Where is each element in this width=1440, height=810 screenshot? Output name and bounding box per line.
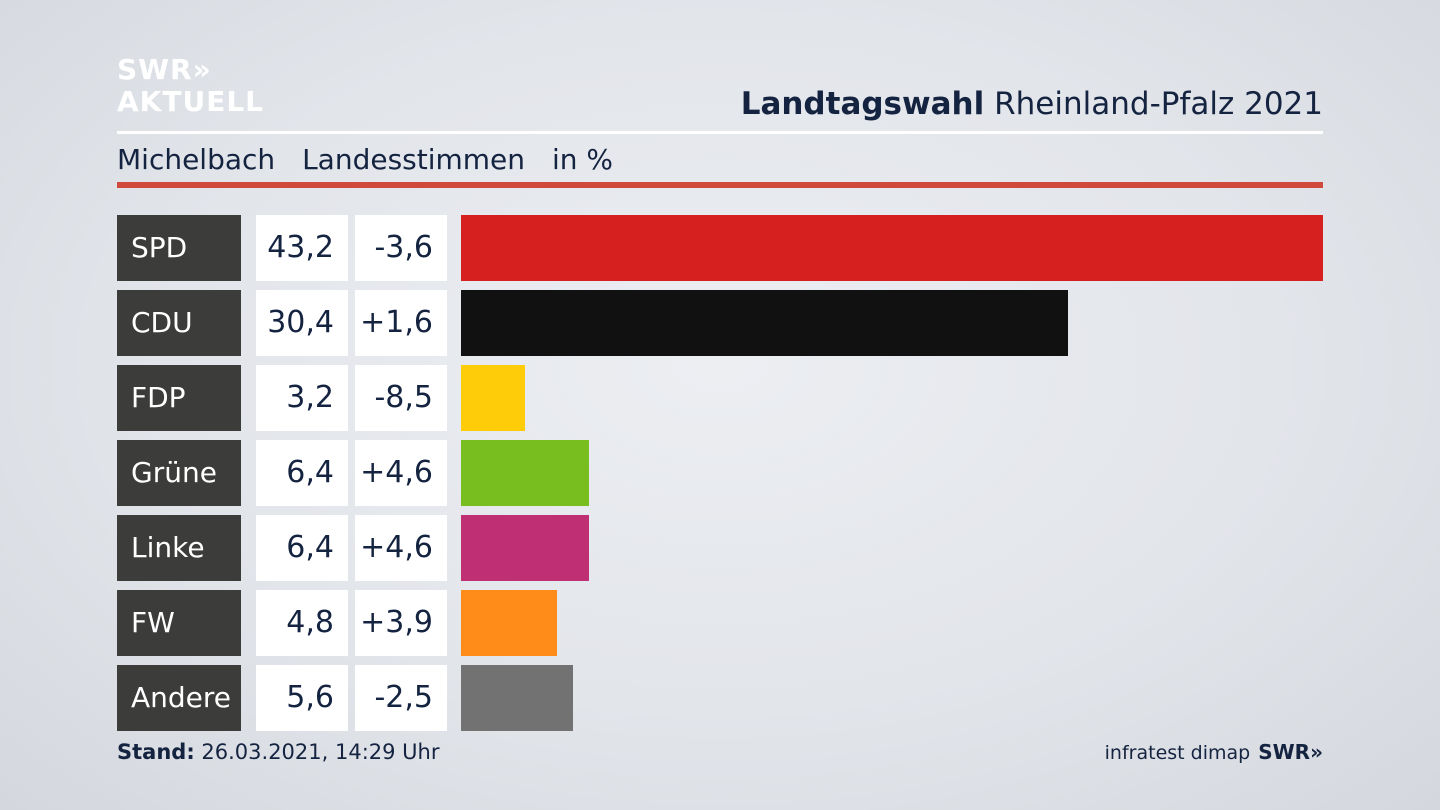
- title-rest: Rheinland-Pfalz 2021: [984, 86, 1323, 122]
- bar: [461, 665, 573, 731]
- bar: [461, 365, 525, 431]
- result-row: Linke 6,4 +4,6: [117, 515, 1323, 581]
- bar: [461, 515, 589, 581]
- change-value: +4,6: [355, 515, 447, 581]
- result-row: Grüne 6,4 +4,6: [117, 440, 1323, 506]
- change-value: +4,6: [355, 440, 447, 506]
- place-label: Michelbach: [117, 143, 276, 176]
- logo-line-1: SWR»: [117, 53, 212, 86]
- change-value: -3,6: [355, 215, 447, 281]
- vote-share-value: 4,8: [256, 590, 348, 656]
- party-label: Andere: [117, 665, 241, 731]
- result-row: CDU 30,4 +1,6: [117, 290, 1323, 356]
- result-row: SPD 43,2 -3,6: [117, 215, 1323, 281]
- vote-share-value: 3,2: [256, 365, 348, 431]
- vote-share-value: 6,4: [256, 515, 348, 581]
- result-row: FW 4,8 +3,9: [117, 590, 1323, 656]
- change-value: +1,6: [355, 290, 447, 356]
- party-label: SPD: [117, 215, 241, 281]
- change-value: -2,5: [355, 665, 447, 731]
- source-label: infratest dimap: [1104, 742, 1251, 764]
- change-value: -8,5: [355, 365, 447, 431]
- party-label: FW: [117, 590, 241, 656]
- vote-share-value: 5,6: [256, 665, 348, 731]
- bar: [461, 440, 589, 506]
- bar: [461, 215, 1323, 281]
- logo-line-2: AKTUELL: [117, 85, 265, 118]
- title-bold: Landtagswahl: [740, 86, 985, 122]
- stand-label: Stand:: [117, 740, 195, 764]
- unit-label: in %: [551, 143, 613, 176]
- bar: [461, 590, 557, 656]
- change-value: +3,9: [355, 590, 447, 656]
- vote-share-value: 6,4: [256, 440, 348, 506]
- vote-share-value: 30,4: [256, 290, 348, 356]
- swr-aktuell-logo: SWR» AKTUELL: [117, 54, 277, 120]
- party-label: FDP: [117, 365, 241, 431]
- chart-subtitle: Michelbach Landesstimmen in %: [117, 143, 631, 176]
- result-row: Andere 5,6 -2,5: [117, 665, 1323, 731]
- subtitle-divider: [117, 182, 1323, 188]
- swr-brand-logo: SWR»: [1258, 740, 1323, 764]
- bar: [461, 290, 1068, 356]
- source-credit: infratest dimap SWR»: [1105, 740, 1323, 764]
- timestamp: Stand: 26.03.2021, 14:29 Uhr: [117, 740, 440, 764]
- vote-share-value: 43,2: [256, 215, 348, 281]
- party-label: CDU: [117, 290, 241, 356]
- stand-value: 26.03.2021, 14:29 Uhr: [194, 740, 440, 764]
- page-title: Landtagswahl Rheinland-Pfalz 2021: [741, 86, 1323, 122]
- result-row: FDP 3,2 -8,5: [117, 365, 1323, 431]
- party-label: Grüne: [117, 440, 241, 506]
- party-label: Linke: [117, 515, 241, 581]
- header-divider: [117, 131, 1323, 134]
- vote-type-label: Landesstimmen: [302, 143, 526, 176]
